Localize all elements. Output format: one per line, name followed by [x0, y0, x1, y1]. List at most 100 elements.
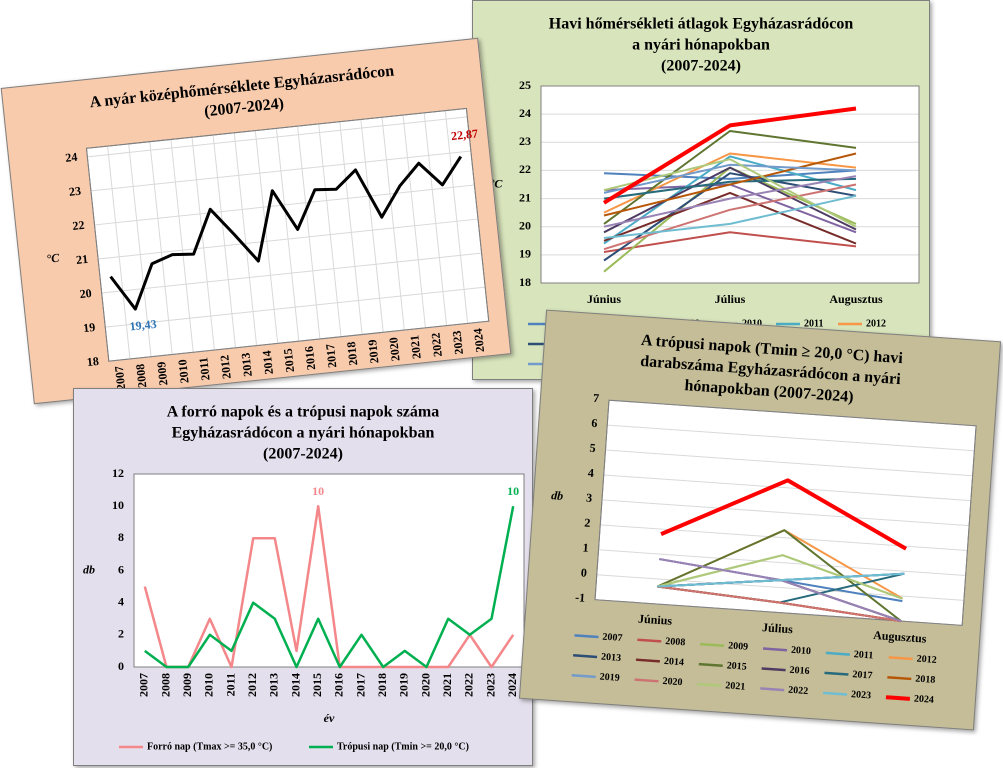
x-tick-label: 2015 [310, 673, 324, 697]
series-line [109, 155, 463, 311]
y-tick-label: 23 [68, 184, 81, 199]
x-tick-label: Augusztus [873, 628, 928, 646]
x-tick-label: 2022 [428, 332, 444, 357]
y-tick-label: 18 [86, 354, 99, 369]
series-line [143, 504, 515, 669]
y-axis-label: db [83, 562, 95, 576]
grid-line-x [402, 114, 426, 328]
y-tick-label: 21 [519, 190, 531, 204]
grid-line-x [212, 134, 236, 348]
x-tick-label: 2019 [397, 673, 411, 697]
y-tick-label: 1 [582, 540, 589, 554]
y-tick-label: 2 [118, 627, 124, 641]
x-tick-label: 2024 [471, 328, 487, 353]
series-line [603, 172, 857, 262]
legend-swatch [888, 656, 913, 661]
series-line [660, 478, 908, 551]
grid-line-x [318, 123, 342, 337]
legend-label: 2010 [791, 645, 812, 657]
x-tick-label: 2024 [505, 673, 519, 697]
x-tick-label: 2008 [133, 363, 149, 388]
x-tick-label: 2012 [217, 354, 233, 379]
y-tick-label: 8 [118, 530, 124, 544]
x-tick-label: 2008 [158, 673, 172, 697]
legend-swatch [637, 638, 662, 643]
y-tick-label: 18 [519, 275, 531, 289]
legend-label: Forró nap (Tmax >= 35,0 °C) [147, 741, 272, 752]
y-axis-label: db [551, 488, 564, 503]
x-tick-label: 2022 [462, 673, 476, 697]
legend-label: 2013 [601, 652, 622, 664]
legend-swatch [574, 634, 599, 639]
legend-label: 2015 [726, 660, 747, 672]
y-tick-label: 5 [589, 441, 596, 455]
x-axis-label: év [324, 711, 335, 725]
grid-line [598, 549, 966, 576]
x-tick-label: Június [638, 612, 673, 628]
x-tick-label: Augusztus [829, 292, 883, 306]
legend-swatch [573, 654, 598, 659]
series-line [603, 163, 857, 194]
y-tick-label: 22 [72, 218, 85, 233]
chart-title: a nyári hónapokban [632, 37, 770, 54]
legend-swatch [762, 647, 788, 652]
series-line [603, 166, 857, 234]
legend-label: 2024 [914, 693, 935, 705]
grid-line-x [170, 139, 194, 353]
x-tick-label: 2011 [196, 357, 212, 382]
plot-border [133, 473, 525, 668]
chart-card: A forró napok és a trópusi napok száma Eg… [73, 388, 533, 766]
y-tick-label: 19 [83, 320, 96, 335]
legend-swatch [698, 662, 723, 668]
y-tick-label: 0 [580, 565, 587, 579]
chart-title: A forró napok és a trópusi napok száma [167, 404, 439, 421]
x-tick-label: 2007 [112, 365, 128, 390]
y-tick-label: 7 [593, 391, 600, 405]
x-tick-label: 2014 [260, 350, 276, 375]
grid-line-x [444, 110, 469, 324]
grid-line-x [360, 119, 384, 333]
legend-swatch [571, 673, 596, 679]
legend-swatch [887, 676, 912, 681]
chart-title: (2007-2024) [203, 95, 284, 120]
legend-label: 2011 [853, 649, 873, 661]
chart: A nyár középhőmérséklete Egyházasrádócon… [46, 62, 490, 399]
series-line [603, 183, 857, 251]
x-tick-label: 2021 [407, 334, 423, 359]
y-tick-label: -1 [575, 590, 586, 605]
legend-label: 2011 [804, 318, 823, 329]
y-tick-label: 12 [112, 466, 124, 480]
y-tick-label: 4 [118, 594, 124, 608]
x-tick-label: 2013 [267, 673, 281, 697]
x-tick-label: 2020 [386, 337, 402, 362]
series-line [603, 152, 857, 217]
legend-label: 2012 [866, 318, 886, 329]
series-line [657, 585, 902, 623]
legend-label: 2014 [664, 656, 685, 668]
legend-swatch [697, 682, 722, 687]
plot-area [133, 473, 525, 668]
chart-title: (2007-2024) [263, 446, 343, 463]
series-line [603, 191, 857, 245]
grid-line-x [254, 130, 279, 344]
legend-label: 2008 [665, 636, 686, 648]
series-line [603, 177, 857, 200]
y-tick-label: 6 [118, 562, 124, 576]
x-tick-label: 2017 [353, 673, 367, 697]
x-tick-label: 2011 [223, 673, 237, 696]
chart-card: A nyár középhőmérséklete Egyházasrádócon… [0, 37, 512, 405]
legend-label: 2016 [789, 665, 810, 677]
plot-border [594, 399, 977, 626]
x-tick-label: 2021 [440, 673, 454, 697]
legend-label: Trópusi nap (Tmin >= 20,0 °C) [337, 741, 469, 752]
chart-title: Egyházasrádócon a nyári hónapokban [172, 425, 435, 442]
x-tick-label: 2016 [302, 345, 318, 370]
x-tick-label: 2020 [418, 673, 432, 697]
x-tick-label: 2018 [375, 673, 389, 697]
x-tick-label: 2017 [323, 343, 339, 368]
x-tick-label: 2015 [281, 348, 297, 373]
series-line [144, 505, 515, 669]
grid-line-x [233, 132, 258, 346]
x-tick-label: 2009 [154, 361, 170, 386]
series-line [657, 529, 902, 622]
